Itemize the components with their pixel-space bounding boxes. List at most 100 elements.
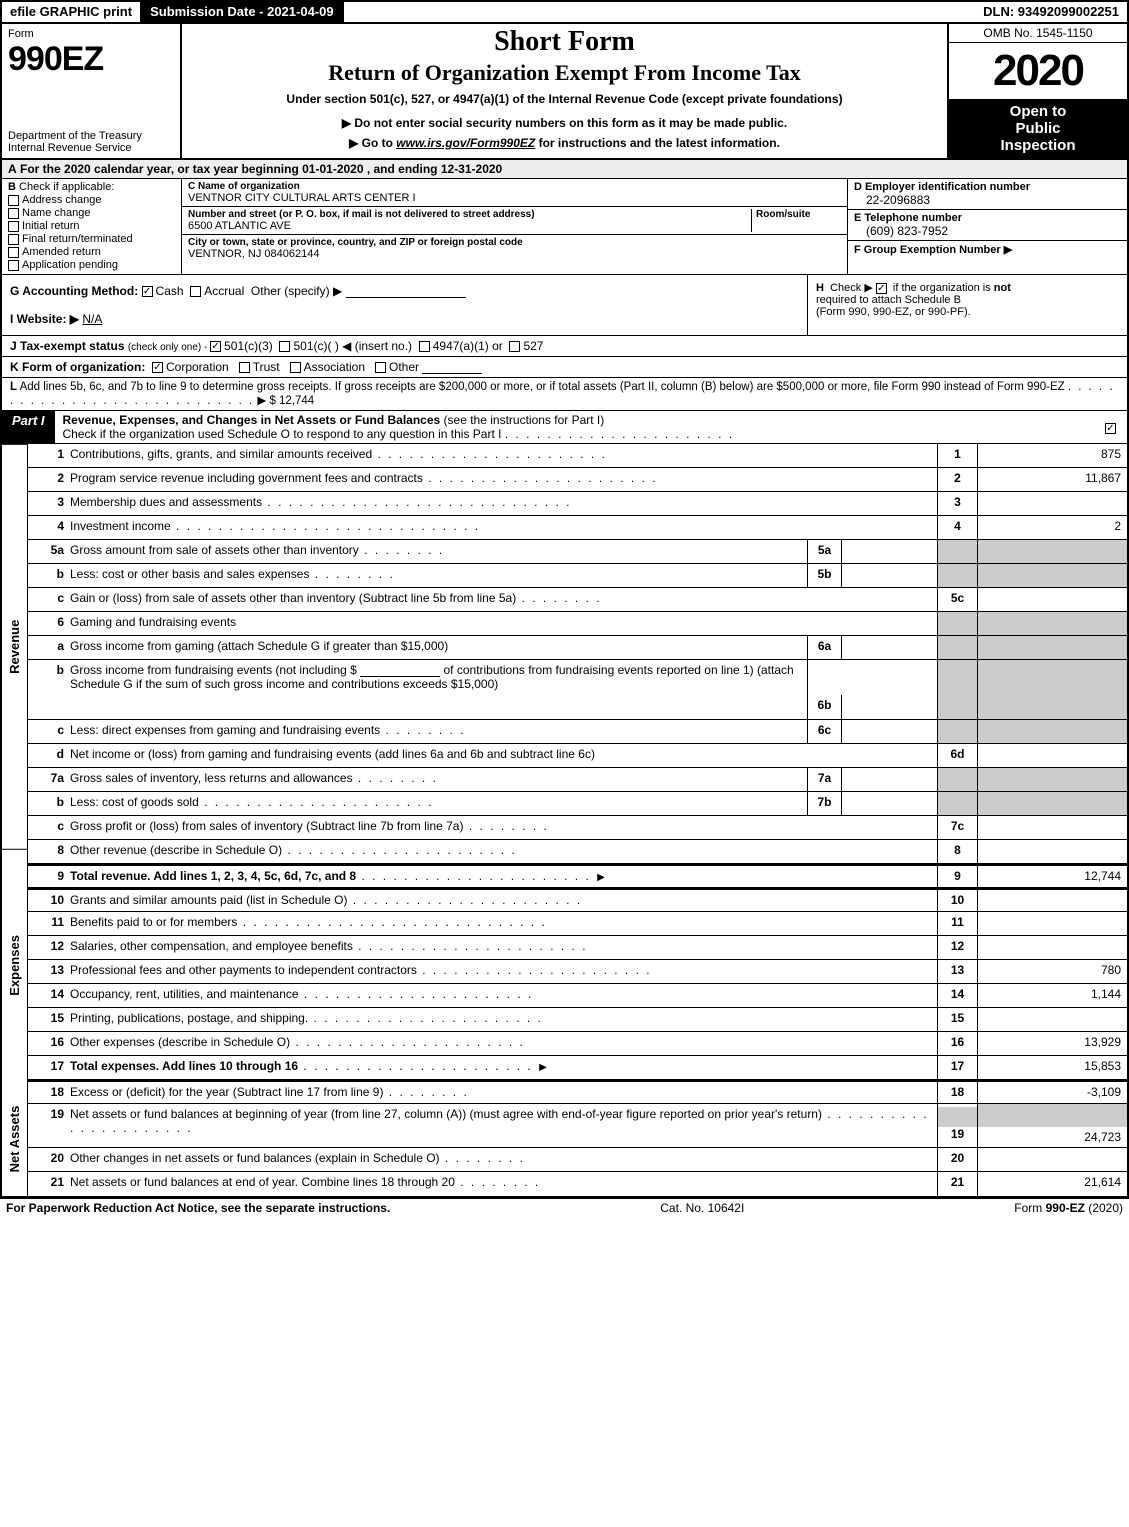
side-labels: Revenue Expenses Net Assets bbox=[2, 444, 28, 1196]
cb-amend-label: Amended return bbox=[22, 246, 101, 258]
cb-cash[interactable] bbox=[142, 286, 153, 297]
l7a-subval bbox=[842, 768, 937, 791]
main-table: Revenue Expenses Net Assets 1 Contributi… bbox=[0, 444, 1129, 1198]
instructions-link[interactable]: www.irs.gov/Form990EZ bbox=[396, 136, 535, 150]
cb-schedule-o[interactable] bbox=[1105, 423, 1116, 434]
cb-name-label: Name change bbox=[22, 207, 91, 219]
i-label: I Website: ▶ bbox=[10, 312, 79, 326]
ghi-left: G Accounting Method: Cash Accrual Other … bbox=[2, 275, 807, 335]
l-label: L bbox=[10, 381, 17, 393]
l1-col: 1 bbox=[937, 444, 977, 467]
omb-number: OMB No. 1545-1150 bbox=[949, 24, 1127, 43]
l16-num: 16 bbox=[28, 1032, 68, 1055]
footer-post: (2020) bbox=[1085, 1201, 1123, 1215]
ghi-row: G Accounting Method: Cash Accrual Other … bbox=[0, 275, 1129, 336]
cb-other-org[interactable] bbox=[375, 362, 386, 373]
cb-amended-return[interactable] bbox=[8, 247, 19, 258]
l2-num: 2 bbox=[28, 468, 68, 491]
part1-tag: Part I bbox=[2, 411, 55, 443]
h-text1: Check ▶ bbox=[830, 282, 873, 294]
l21-amt: 21,614 bbox=[977, 1172, 1127, 1196]
l13-amt: 780 bbox=[977, 960, 1127, 983]
line-9: 9 Total revenue. Add lines 1, 2, 3, 4, 5… bbox=[28, 864, 1127, 888]
l8-amt bbox=[977, 840, 1127, 863]
l10-desc: Grants and similar amounts paid (list in… bbox=[70, 893, 347, 907]
l11-amt bbox=[977, 912, 1127, 935]
l4-desc: Investment income bbox=[70, 519, 171, 533]
l6c-subval bbox=[842, 720, 937, 743]
l7a-desc: Gross sales of inventory, less returns a… bbox=[70, 771, 353, 785]
h-label: H bbox=[816, 282, 824, 294]
cb-final-return[interactable] bbox=[8, 234, 19, 245]
line-7b: b Less: cost of goods sold 7b bbox=[28, 792, 1127, 816]
l5a-desc: Gross amount from sale of assets other t… bbox=[70, 543, 359, 557]
l5a-amt-shade bbox=[977, 540, 1127, 563]
l12-desc: Salaries, other compensation, and employ… bbox=[70, 939, 353, 953]
d-label: D Employer identification number bbox=[854, 181, 1121, 193]
dln-label: DLN: 93492099002251 bbox=[975, 2, 1127, 22]
l7b-desc: Less: cost of goods sold bbox=[70, 795, 199, 809]
cb-address-change[interactable] bbox=[8, 195, 19, 206]
l20-num: 20 bbox=[28, 1148, 68, 1171]
l7c-num: c bbox=[28, 816, 68, 839]
open-line3: Inspection bbox=[951, 137, 1125, 154]
g-cash: Cash bbox=[156, 284, 184, 298]
l7b-amt-shade bbox=[977, 792, 1127, 815]
l6b-desc1: Gross income from fundraising events (no… bbox=[70, 663, 357, 677]
line-6b: b Gross income from fundraising events (… bbox=[28, 660, 1127, 720]
l17-amt: 15,853 bbox=[977, 1056, 1127, 1079]
line-19: 19 Net assets or fund balances at beginn… bbox=[28, 1104, 1127, 1148]
cb-501c3[interactable] bbox=[210, 341, 221, 352]
open-public-box: Open to Public Inspection bbox=[949, 99, 1127, 158]
line-6: 6 Gaming and fundraising events bbox=[28, 612, 1127, 636]
k-other-field[interactable] bbox=[422, 360, 482, 374]
line-15: 15 Printing, publications, postage, and … bbox=[28, 1008, 1127, 1032]
cb-501c[interactable] bbox=[279, 341, 290, 352]
l6a-desc: Gross income from gaming (attach Schedul… bbox=[70, 639, 448, 653]
l6b-contrib-field[interactable] bbox=[360, 663, 440, 677]
cb-corporation[interactable] bbox=[152, 362, 163, 373]
l3-col: 3 bbox=[937, 492, 977, 515]
ssn-note: ▶ Do not enter social security numbers o… bbox=[186, 116, 943, 130]
cb-final-label: Final return/terminated bbox=[22, 233, 133, 245]
l10-num: 10 bbox=[28, 890, 68, 911]
period-row: A For the 2020 calendar year, or tax yea… bbox=[0, 160, 1129, 179]
entity-right: D Employer identification number 22-2096… bbox=[847, 179, 1127, 274]
cb-name-change[interactable] bbox=[8, 208, 19, 219]
l20-amt bbox=[977, 1148, 1127, 1171]
l16-desc: Other expenses (describe in Schedule O) bbox=[70, 1035, 290, 1049]
cb-app-pending[interactable] bbox=[8, 260, 19, 271]
l6-desc: Gaming and fundraising events bbox=[70, 615, 236, 629]
l6b-col-shade bbox=[937, 660, 977, 719]
line-6d: d Net income or (loss) from gaming and f… bbox=[28, 744, 1127, 768]
l18-num: 18 bbox=[28, 1082, 68, 1103]
line-11: 11 Benefits paid to or for members 11 bbox=[28, 912, 1127, 936]
g-other-field[interactable] bbox=[346, 284, 466, 298]
submission-date-button[interactable]: Submission Date - 2021-04-09 bbox=[140, 2, 344, 22]
cb-association[interactable] bbox=[290, 362, 301, 373]
line-3: 3 Membership dues and assessments 3 bbox=[28, 492, 1127, 516]
l17-desc: Total expenses. Add lines 10 through 16 bbox=[70, 1059, 298, 1073]
line-8: 8 Other revenue (describe in Schedule O)… bbox=[28, 840, 1127, 864]
l14-desc: Occupancy, rent, utilities, and maintena… bbox=[70, 987, 299, 1001]
l6b-sc: 6b bbox=[808, 695, 842, 719]
cb-accrual[interactable] bbox=[190, 286, 201, 297]
l18-amt: -3,109 bbox=[977, 1082, 1127, 1103]
phone-val: (609) 823-7952 bbox=[854, 224, 1121, 238]
line-4: 4 Investment income 4 2 bbox=[28, 516, 1127, 540]
cb-schedule-b[interactable] bbox=[876, 283, 887, 294]
footer-left: For Paperwork Reduction Act Notice, see … bbox=[6, 1201, 390, 1215]
city-val: VENTNOR, NJ 084062144 bbox=[188, 248, 841, 260]
efile-print-label[interactable]: efile GRAPHIC print bbox=[2, 2, 140, 22]
cb-trust[interactable] bbox=[239, 362, 250, 373]
l6b-num: b bbox=[28, 660, 68, 719]
line-13: 13 Professional fees and other payments … bbox=[28, 960, 1127, 984]
line-1: 1 Contributions, gifts, grants, and simi… bbox=[28, 444, 1127, 468]
cb-initial-return[interactable] bbox=[8, 221, 19, 232]
footer: For Paperwork Reduction Act Notice, see … bbox=[0, 1198, 1129, 1217]
l7c-amt bbox=[977, 816, 1127, 839]
l7a-col-shade bbox=[937, 768, 977, 791]
cb-527[interactable] bbox=[509, 341, 520, 352]
header-left-col: Form 990EZ Department of the Treasury In… bbox=[2, 24, 182, 158]
cb-4947[interactable] bbox=[419, 341, 430, 352]
